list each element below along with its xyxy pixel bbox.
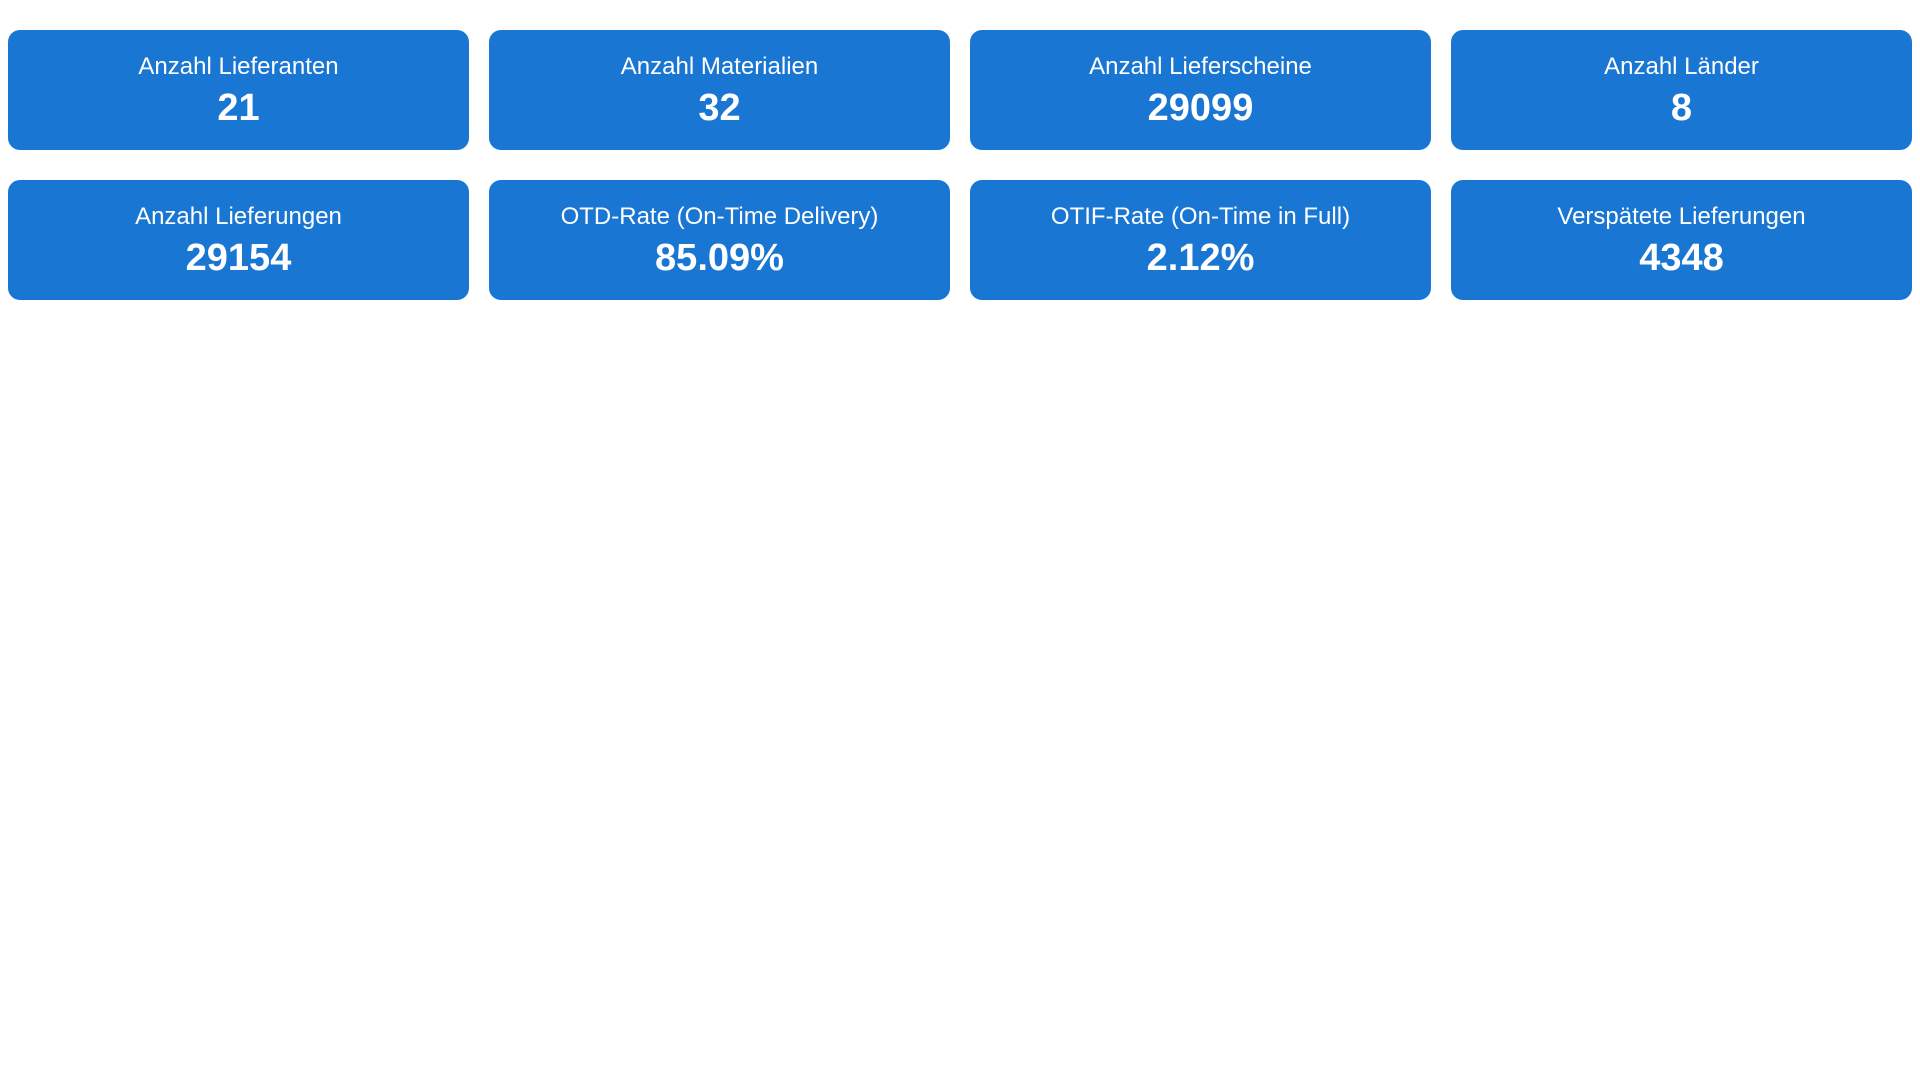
- kpi-card-countries: Anzahl Länder 8: [1451, 30, 1912, 150]
- kpi-card-suppliers: Anzahl Lieferanten 21: [8, 30, 469, 150]
- kpi-value: 32: [698, 87, 741, 129]
- kpi-value: 29154: [185, 237, 292, 279]
- kpi-label: Anzahl Materialien: [620, 53, 819, 80]
- kpi-value: 2.12%: [1146, 237, 1255, 279]
- kpi-grid: Anzahl Lieferanten 21 Anzahl Materialien…: [8, 30, 1912, 300]
- kpi-card-otif-rate: OTIF-Rate (On-Time in Full) 2.12%: [970, 180, 1431, 300]
- kpi-label: OTD-Rate (On-Time Delivery): [560, 203, 879, 230]
- kpi-card-late-deliveries: Verspätete Lieferungen 4348: [1451, 180, 1912, 300]
- kpi-label: Anzahl Länder: [1604, 53, 1759, 80]
- kpi-label: Anzahl Lieferungen: [135, 203, 342, 230]
- kpi-value: 4348: [1639, 237, 1724, 279]
- kpi-card-delivery-notes: Anzahl Lieferscheine 29099: [970, 30, 1431, 150]
- kpi-card-deliveries: Anzahl Lieferungen 29154: [8, 180, 469, 300]
- kpi-card-otd-rate: OTD-Rate (On-Time Delivery) 85.09%: [489, 180, 950, 300]
- kpi-value: 29099: [1147, 87, 1254, 129]
- kpi-label: Anzahl Lieferscheine: [1089, 53, 1312, 80]
- kpi-card-materials: Anzahl Materialien 32: [489, 30, 950, 150]
- kpi-value: 8: [1670, 87, 1693, 129]
- kpi-label: OTIF-Rate (On-Time in Full): [1050, 203, 1351, 230]
- kpi-label: Verspätete Lieferungen: [1557, 203, 1806, 230]
- kpi-label: Anzahl Lieferanten: [138, 53, 339, 80]
- kpi-value: 85.09%: [655, 237, 784, 279]
- kpi-value: 21: [217, 87, 260, 129]
